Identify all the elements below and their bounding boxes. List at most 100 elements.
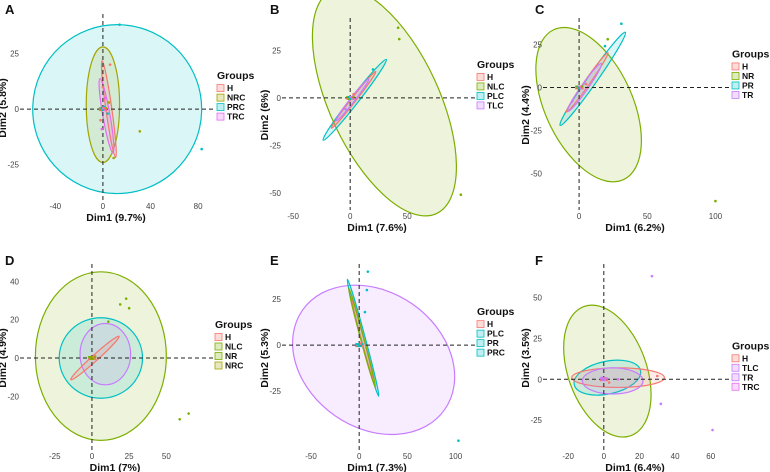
data-point — [178, 417, 182, 421]
data-point — [574, 85, 578, 88]
x-tick-label: 50 — [403, 212, 412, 221]
x-tick-label: 25 — [125, 452, 134, 461]
data-point — [356, 343, 359, 346]
confidence-ellipse-prc — [291, 284, 456, 436]
data-point — [107, 101, 111, 104]
legend-label-trc: TRC — [227, 112, 244, 122]
x-tick-label: 50 — [643, 212, 652, 221]
data-point — [346, 97, 349, 101]
legend-key-plc — [476, 92, 485, 100]
x-tick-label: -25 — [49, 452, 61, 461]
x-tick-label: 50 — [162, 452, 171, 461]
data-point — [397, 37, 401, 41]
panel-E: E -50 0 50 100 -25 0 25 Dim1 (7.3%) Dim2 (5.3%) Gr… — [259, 253, 514, 472]
data-point — [603, 44, 607, 48]
legend-key-nlc — [476, 82, 485, 91]
legend-label-nr: NR — [742, 71, 754, 81]
legend-title: Groups — [732, 48, 769, 60]
x-tick-label: -20 — [562, 452, 574, 461]
x-tick-label: 0 — [90, 452, 95, 461]
confidence-ellipse-nr — [535, 26, 643, 183]
x-tick-label: -50 — [287, 212, 299, 221]
confidence-ellipse-trc — [98, 77, 115, 154]
data-point — [100, 127, 104, 131]
y-tick-label: -25 — [530, 127, 542, 136]
y-tick-label: -25 — [269, 141, 281, 150]
data-point — [187, 412, 190, 415]
data-point — [655, 374, 659, 378]
data-point — [576, 85, 579, 88]
legend-title: Groups — [217, 70, 254, 82]
legend-key-h — [476, 73, 485, 81]
confidence-ellipse-nlc — [311, 0, 458, 217]
legend-label-prc: PRC — [487, 348, 505, 358]
data-point — [100, 109, 103, 112]
panel-A: A -40 0 40 80 -25 0 25 Dim1 (9.7%) Dim2 (5.8%) Gro… — [0, 2, 254, 224]
data-point — [124, 297, 128, 300]
legend-label-plc: PLC — [487, 91, 504, 101]
legend-key-prc — [216, 103, 225, 112]
panel-letter: E — [270, 253, 279, 268]
y-tick-label: 0 — [277, 94, 282, 103]
x-tick-label: 100 — [709, 212, 723, 221]
data-point — [581, 87, 584, 90]
y-tick-label: -25 — [269, 387, 281, 396]
data-point — [601, 377, 604, 380]
legend-label-prc: PRC — [227, 102, 245, 112]
data-point — [578, 87, 581, 90]
x-tick-label: 60 — [706, 452, 715, 461]
data-point — [349, 97, 352, 101]
data-point — [574, 87, 578, 90]
data-point — [94, 355, 97, 359]
panel-letter: B — [270, 2, 279, 17]
y-tick-label: -25 — [7, 161, 19, 170]
x-tick-label: 40 — [146, 202, 155, 211]
data-point — [579, 85, 582, 88]
y-tick-label: -25 — [530, 416, 542, 425]
data-point — [103, 109, 106, 112]
y-tick-label: 25 — [10, 50, 19, 59]
confidence-ellipse-nrc — [79, 322, 132, 386]
data-point — [347, 95, 350, 99]
x-tick-label: 50 — [403, 452, 412, 461]
confidence-ellipse-prc — [32, 24, 203, 195]
data-point — [92, 355, 95, 359]
legend-label-plc: PLC — [487, 329, 504, 339]
panel-D: D -25 0 25 50 -20 0 20 40 Dim1 (7%) Dim2 (4.9%) Gro… — [0, 253, 252, 472]
y-axis-title: Dim2 (3.5%) — [520, 328, 532, 388]
x-axis-title: Dim1 (7%) — [90, 462, 141, 472]
panel-letter: A — [5, 2, 15, 17]
data-point — [127, 306, 131, 310]
data-point — [352, 92, 355, 96]
data-point — [98, 109, 102, 112]
data-point — [101, 85, 105, 89]
legend-label-nrc: NRC — [225, 361, 243, 371]
data-point — [347, 97, 350, 101]
x-tick-label: -50 — [305, 452, 317, 461]
data-point — [620, 22, 623, 26]
x-axis-title: Dim1 (6.2%) — [605, 222, 665, 234]
data-point — [361, 345, 364, 348]
x-tick-label: 0 — [602, 452, 607, 461]
data-point — [352, 95, 355, 99]
data-point — [87, 355, 91, 359]
legend-label-tlc: TLC — [742, 363, 759, 373]
data-point — [581, 85, 584, 88]
legend-key-nr — [731, 72, 740, 80]
legend-label-pr: PR — [742, 80, 754, 90]
data-point — [350, 97, 354, 101]
data-point — [576, 87, 579, 90]
data-point — [570, 99, 574, 103]
data-point — [118, 23, 121, 26]
y-tick-label: 25 — [272, 46, 281, 55]
x-tick-label: -40 — [50, 202, 62, 211]
confidence-ellipse-tr — [566, 62, 603, 113]
y-tick-label: 25 — [533, 334, 542, 343]
data-point — [91, 357, 94, 361]
x-tick-label: 80 — [194, 202, 203, 211]
x-tick-label: 0 — [577, 212, 582, 221]
data-point — [103, 107, 106, 110]
x-axis-title: Dim1 (6.4%) — [605, 462, 665, 472]
data-point — [100, 107, 103, 110]
